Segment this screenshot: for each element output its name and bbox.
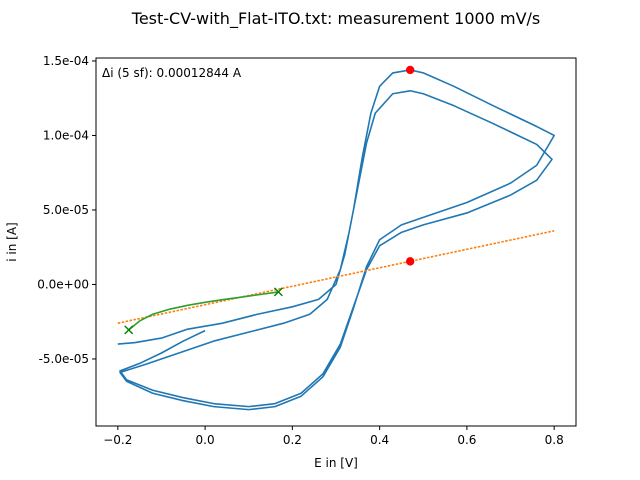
cross-stroke xyxy=(273,287,283,297)
x-tick-label: 0.4 xyxy=(370,433,389,447)
axis-ticks: −0.2 0.0 0.2 0.4 0.6 0.8 -5.0e-05 0.0e+00 5.0e-0… xyxy=(37,54,564,447)
y-axis-label: i in [A] xyxy=(5,222,19,261)
x-tick-label: 0.6 xyxy=(457,433,476,447)
y-tick-label: 5.0e-05 xyxy=(43,203,89,217)
peak-marker-2 xyxy=(405,257,415,266)
x-tick-label: 0.2 xyxy=(283,433,302,447)
y-tick-label: 1.5e-04 xyxy=(43,54,89,68)
x-tick-label: 0.8 xyxy=(545,433,564,447)
cross-stroke xyxy=(124,325,134,335)
x-axis-label: E in [V] xyxy=(314,456,358,470)
peak-marker-1 xyxy=(405,65,415,75)
plot-area xyxy=(117,65,555,411)
y-tick-label: 1.0e-04 xyxy=(43,128,89,142)
fit-end-marker-1 xyxy=(124,325,134,335)
y-tick-label: 0.0e+00 xyxy=(37,277,89,291)
chart-title: Test-CV-with_Flat-ITO.txt: measurement 1… xyxy=(131,9,540,29)
axes-frame xyxy=(95,57,577,427)
y-tick-label: -5.0e-05 xyxy=(39,352,89,366)
fit-end-marker-2 xyxy=(273,287,283,297)
fit-series-line xyxy=(128,291,279,331)
baseline-series-line xyxy=(117,230,555,324)
x-tick-label: 0.0 xyxy=(196,433,215,447)
cv-series-line xyxy=(117,69,555,411)
delta-i-annotation: Δi (5 sf): 0.00012844 A xyxy=(102,66,242,80)
x-tick-label: −0.2 xyxy=(103,433,132,447)
